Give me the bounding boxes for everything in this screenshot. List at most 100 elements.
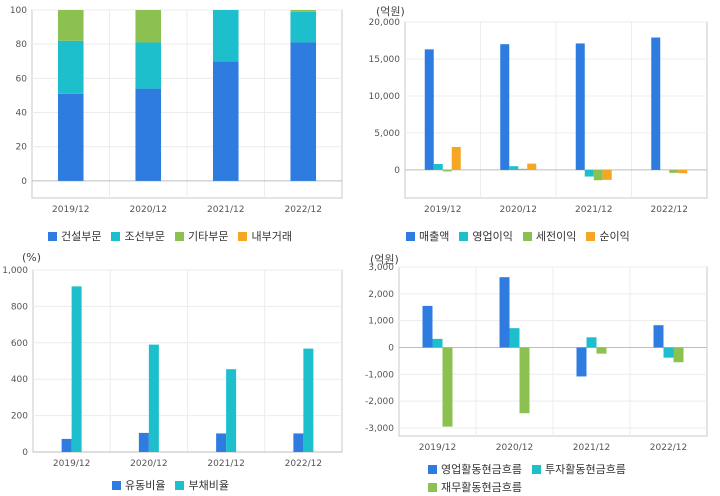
bar bbox=[293, 433, 304, 452]
x-tick-label: 2022/12 bbox=[650, 443, 687, 453]
bar bbox=[135, 88, 162, 181]
legend-swatch bbox=[531, 464, 541, 474]
legend-label: 재무활동현금흐름 bbox=[441, 481, 522, 494]
legend-swatch bbox=[48, 231, 57, 241]
chart-svg: 0 5,000 10,000 15,000 20,000 2019/12 2020/12 20… bbox=[369, 18, 708, 215]
y-tick-label: -2,000 bbox=[365, 397, 394, 407]
bar bbox=[138, 432, 149, 452]
bar bbox=[499, 277, 510, 348]
x-tick-label: 2022/12 bbox=[285, 459, 322, 469]
unit-label: (억원) bbox=[370, 253, 399, 266]
x-tick-label: 2021/12 bbox=[575, 205, 612, 215]
legend: 건설부문 조선부문 기타부문 내부거래 bbox=[48, 228, 348, 244]
bar bbox=[432, 338, 443, 348]
x-tick-label: 2021/12 bbox=[207, 205, 244, 215]
x-tick-label: 2021/12 bbox=[207, 459, 244, 469]
legend-label: 조선부문 bbox=[124, 230, 165, 243]
unit-label: (억원) bbox=[376, 5, 405, 18]
bar bbox=[575, 43, 585, 170]
bar bbox=[290, 10, 317, 12]
chart-cashflow: (억원) -3,000 -2,000 -1,000 0 1,000 2,000 3,000 2… bbox=[360, 248, 720, 496]
legend-label: 부채비율 bbox=[188, 479, 229, 492]
legend-swatch bbox=[406, 231, 415, 241]
legend-swatch bbox=[459, 231, 469, 241]
legend-item: 재무활동현금흐름 bbox=[428, 479, 522, 495]
y-tick-label: 800 bbox=[11, 302, 28, 312]
bar bbox=[212, 10, 239, 62]
x-tick-label: 2019/12 bbox=[419, 443, 456, 453]
y-tick-label: 1,000 bbox=[368, 317, 394, 327]
bar bbox=[678, 169, 688, 174]
bar bbox=[61, 438, 72, 452]
legend-swatch bbox=[174, 231, 184, 241]
y-tick-label: 5,000 bbox=[374, 129, 400, 139]
y-tick-label: 60 bbox=[16, 74, 28, 84]
legend-label: 영업활동현금흐름 bbox=[441, 463, 522, 476]
y-tick-label: 200 bbox=[11, 412, 28, 422]
legend-swatch bbox=[111, 231, 121, 241]
bar bbox=[135, 42, 162, 89]
legend-swatch bbox=[238, 231, 248, 241]
legend-item: 순이익 bbox=[586, 228, 630, 244]
y-tick-label: 0 bbox=[394, 166, 400, 176]
chart-ratios: (%) 0 200 400 600 800 1,000 2019/12 2020/12 2021… bbox=[0, 248, 360, 496]
bar bbox=[509, 328, 520, 348]
bar bbox=[212, 61, 239, 181]
y-tick-label: 600 bbox=[11, 339, 28, 349]
bar bbox=[663, 347, 674, 358]
y-tick-label: -1,000 bbox=[365, 370, 394, 380]
legend-item: 조선부문 bbox=[111, 228, 165, 244]
legend-label: 세전이익 bbox=[535, 230, 577, 243]
y-tick-label: 80 bbox=[16, 40, 28, 50]
legend-item: 투자활동현금흐름 bbox=[531, 461, 626, 477]
y-tick-label: 2,000 bbox=[368, 290, 394, 300]
y-tick-label: 20 bbox=[16, 143, 28, 153]
x-tick-label: 2021/12 bbox=[573, 443, 610, 453]
legend-label: 유동비율 bbox=[125, 479, 166, 492]
bar bbox=[593, 169, 603, 181]
legend-swatch bbox=[428, 464, 437, 474]
bar bbox=[500, 44, 510, 170]
y-tick-label: 20,000 bbox=[369, 18, 401, 28]
bar bbox=[442, 169, 452, 172]
y-tick-label: 100 bbox=[10, 6, 27, 16]
bar bbox=[57, 40, 84, 94]
bar bbox=[584, 169, 594, 177]
bar bbox=[586, 337, 597, 348]
x-tick-label: 2020/12 bbox=[130, 205, 167, 215]
legend-item: 세전이익 bbox=[522, 228, 577, 244]
bar bbox=[653, 325, 664, 348]
bar bbox=[451, 146, 461, 170]
bar bbox=[424, 49, 434, 170]
legend-label: 내부거래 bbox=[251, 230, 292, 243]
legend-swatch bbox=[112, 480, 121, 490]
x-tick-label: 2022/12 bbox=[285, 205, 322, 215]
y-tick-label: 0 bbox=[22, 448, 28, 458]
legend-swatch bbox=[175, 480, 185, 490]
bar bbox=[57, 93, 84, 181]
legend: 유동비율 부채비율 bbox=[112, 477, 352, 493]
chart-business-segment: 0 20 40 60 80 100 2019/12 2020/12 2021/12 2022/12… bbox=[0, 0, 360, 248]
y-tick-label: 400 bbox=[11, 375, 28, 385]
chart-svg: 0 200 400 600 800 1,000 2019/12 2020/12 2021/12 2… bbox=[2, 266, 343, 469]
chart-income: (억원) 0 5,000 10,000 15,000 20,000 2019/12 2020… bbox=[360, 0, 720, 248]
legend-swatch bbox=[586, 231, 596, 241]
legend-item: 건설부문 bbox=[48, 228, 101, 244]
x-tick-label: 2020/12 bbox=[496, 443, 533, 453]
bar bbox=[519, 347, 530, 414]
chart-svg: 0 20 40 60 80 100 2019/12 2020/12 2021/12 2022/12 bbox=[10, 6, 343, 215]
bar bbox=[57, 10, 84, 41]
bar bbox=[216, 433, 227, 452]
bar bbox=[71, 286, 82, 452]
legend-swatch bbox=[522, 231, 532, 241]
bar bbox=[518, 168, 528, 170]
unit-label: (%) bbox=[22, 251, 42, 264]
legend-item: 매출액 bbox=[406, 228, 449, 244]
y-tick-label: 15,000 bbox=[369, 55, 401, 65]
y-tick-label: 10,000 bbox=[369, 92, 401, 102]
legend-item: 유동비율 bbox=[112, 477, 165, 493]
x-tick-label: 2019/12 bbox=[53, 459, 90, 469]
legend-label: 매출액 bbox=[419, 230, 450, 243]
legend-item: 기타부문 bbox=[174, 228, 228, 244]
